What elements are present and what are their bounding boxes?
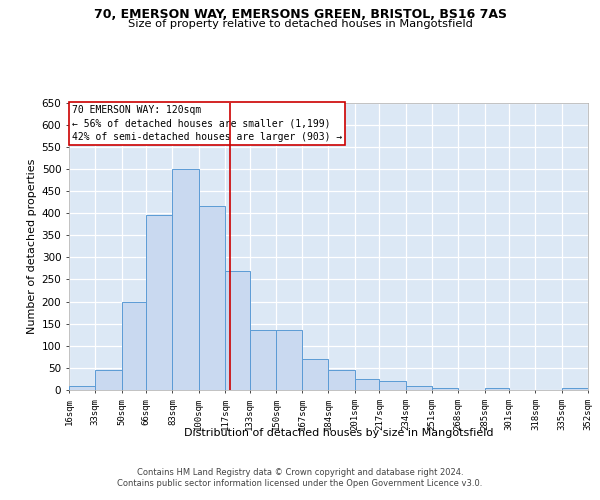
Bar <box>250 330 276 390</box>
Text: 70, EMERSON WAY, EMERSONS GREEN, BRISTOL, BS16 7AS: 70, EMERSON WAY, EMERSONS GREEN, BRISTOL… <box>94 8 506 20</box>
Bar <box>562 388 588 390</box>
Bar <box>379 381 406 390</box>
Text: 70 EMERSON WAY: 120sqm
← 56% of detached houses are smaller (1,199)
42% of semi-: 70 EMERSON WAY: 120sqm ← 56% of detached… <box>71 106 342 142</box>
Bar <box>69 386 95 390</box>
Bar <box>485 388 509 390</box>
Bar <box>432 388 458 390</box>
Bar <box>329 370 355 390</box>
Bar <box>172 169 199 390</box>
Bar <box>276 330 302 390</box>
Bar <box>122 302 146 390</box>
Bar <box>199 206 225 390</box>
Bar <box>146 216 172 390</box>
Bar <box>302 359 329 390</box>
Text: Contains HM Land Registry data © Crown copyright and database right 2024.: Contains HM Land Registry data © Crown c… <box>137 468 463 477</box>
Bar <box>95 370 122 390</box>
Bar <box>355 379 379 390</box>
Text: Contains public sector information licensed under the Open Government Licence v3: Contains public sector information licen… <box>118 480 482 488</box>
Bar <box>225 270 250 390</box>
Bar <box>406 386 432 390</box>
Text: Size of property relative to detached houses in Mangotsfield: Size of property relative to detached ho… <box>128 19 472 29</box>
Y-axis label: Number of detached properties: Number of detached properties <box>28 158 37 334</box>
Text: Distribution of detached houses by size in Mangotsfield: Distribution of detached houses by size … <box>184 428 494 438</box>
